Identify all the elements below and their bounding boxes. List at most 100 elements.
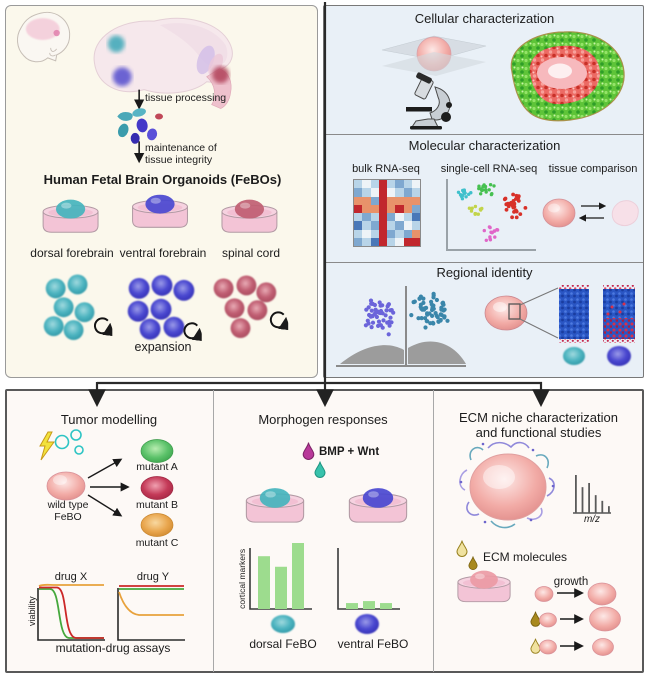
drug-y-plot (117, 585, 185, 641)
bulk-rnaseq-label: bulk RNA-seq (352, 163, 420, 175)
mutation-drug-caption: mutation-drug assays (55, 641, 171, 655)
microscope-icon (406, 72, 452, 130)
expansion-label: expansion (134, 340, 192, 354)
dorsal-febo-dish (245, 487, 305, 523)
maintenance-label-line1: maintenance of (145, 142, 217, 154)
panel-divider (324, 134, 643, 135)
ecm-droplet-dark-icon (468, 556, 478, 570)
growth-assay-rows (530, 582, 621, 656)
mutagenesis-lightning-icon (39, 431, 55, 461)
mz-axis-label: m/z (583, 514, 601, 525)
panel-title-molecular: Molecular characterization (408, 138, 561, 153)
mutant-c-organoid (140, 513, 174, 537)
mass-spectrum-plot (573, 475, 611, 514)
ventral-febo-dish (348, 487, 408, 523)
wnt-droplet-icon (314, 461, 326, 478)
sc-rnaseq-label: single-cell RNA-seq (440, 163, 538, 175)
expansion-arrow-icon (184, 323, 199, 338)
tissue-comparison-label: tissue comparison (548, 163, 638, 175)
tumor-modelling-panel: Tumor modelling (5, 390, 213, 672)
panel-title-ecm-line1: ECM niche characterization (459, 410, 618, 425)
panel-divider (324, 262, 643, 263)
fetus-icon (17, 11, 71, 63)
drug-x-plot (37, 583, 105, 641)
volcano-plot (336, 286, 466, 367)
drug-x-curve-green (39, 588, 104, 639)
tissue-processing-label: tissue processing (145, 92, 227, 104)
maintenance-label-line2: tissue integrity (145, 154, 213, 166)
panel-title-regional: Regional identity (436, 265, 533, 280)
spinal-region-spot (212, 66, 230, 84)
ventral-bars-chart (337, 548, 400, 610)
ecm-graphics (456, 441, 621, 656)
molecular-graphics (446, 179, 639, 251)
panel-title-febos: Human Fetal Brain Organoids (FeBOs) (43, 172, 282, 187)
single-cell-scatter-plot (446, 179, 536, 251)
spinal-cord-dish (221, 199, 278, 233)
ventral-organoid-cluster (127, 274, 195, 340)
bulk-rnaseq-heatmap (353, 179, 421, 247)
panel-title-cellular: Cellular characterization (414, 11, 555, 26)
dorsal-organoid-icon (271, 615, 295, 633)
ventral-organoid-icon (355, 614, 379, 634)
drug-x-curve-orange (38, 583, 104, 587)
ecm-molecules-label: ECM molecules (483, 550, 568, 564)
mutant-arrow (87, 494, 123, 517)
tissue-pieces-icon (117, 108, 163, 144)
bmp-droplet-icon (302, 442, 315, 460)
ventral-forebrain-dish (132, 194, 188, 228)
bmp-wnt-label: BMP + Wnt (319, 446, 380, 458)
tissue-comparison-icon (542, 198, 639, 228)
wildtype-label-line1: wild type (47, 499, 89, 511)
fetal-brain-illustration (93, 17, 233, 109)
organoid-zoom-icon (484, 287, 559, 339)
ecm-supplemented-dish (457, 570, 511, 603)
regional-identity-panel: Regional identity (324, 262, 643, 379)
ventral-organoid-spot (607, 346, 631, 366)
tumor-graphics (37, 429, 185, 641)
panel-title-tumor: Tumor modelling (60, 412, 158, 427)
drug-x-curve-red (39, 586, 104, 639)
mutant-b-label: mutant B (135, 499, 179, 511)
dorsal-organoid-cluster (43, 274, 95, 341)
tissue-column-dorsal (559, 285, 589, 343)
dorsal-forebrain-dish (42, 199, 99, 233)
drug-y-curve-orange (118, 591, 184, 616)
drug-y-label: drug Y (136, 571, 170, 583)
morphogen-responses-panel: Morphogen responses BMP + Wnt cortical m… (213, 390, 433, 672)
expansion-arrow-icon (95, 318, 110, 333)
mutant-a-organoid (140, 439, 174, 463)
ventral-region-spot (112, 67, 132, 87)
dorsal-region-spot (107, 35, 125, 53)
panel-divider (433, 390, 434, 672)
dorsal-febo-label: dorsal FeBO (249, 637, 317, 651)
morphogen-graphics (245, 442, 408, 634)
spinal-organoid-cluster (213, 275, 277, 339)
mutant-arrow (87, 458, 123, 479)
dish-label-ventral: ventral forebrain (119, 246, 207, 260)
panel-title-ecm-line2: and functional studies (475, 425, 602, 440)
dish-label-spinal: spinal cord (221, 246, 281, 260)
dorsal-organoid-spot (563, 347, 585, 365)
expansion-arrow-icon (271, 312, 286, 327)
ecm-organoid-with-fibers (459, 441, 555, 529)
mutant-c-label: mutant C (135, 537, 179, 549)
stained-section-image (510, 31, 625, 122)
ecm-droplet-pale-icon (456, 540, 468, 557)
panel-title-morphogen: Morphogen responses (258, 412, 388, 427)
dish-label-dorsal: dorsal forebrain (30, 246, 114, 260)
mutant-b-organoid (140, 476, 174, 500)
cellular-characterization-panel: Cellular characterization (324, 6, 643, 134)
mutant-a-label: mutant A (136, 461, 178, 473)
tissue-column-ventral (603, 285, 635, 343)
dorsal-bars-chart (249, 543, 312, 610)
crispr-circles-icon (54, 429, 84, 455)
regional-graphics (336, 285, 635, 367)
molecular-characterization-panel: Molecular characterization bulk RNA-seq … (324, 134, 643, 262)
growth-label: growth (553, 576, 589, 588)
viability-axis-label: viability (26, 596, 37, 626)
characterization-column: Cellular characterization (323, 5, 644, 378)
cortical-markers-axis-label: cortical markers (237, 548, 248, 609)
febo-derivation-graphics (17, 11, 317, 341)
